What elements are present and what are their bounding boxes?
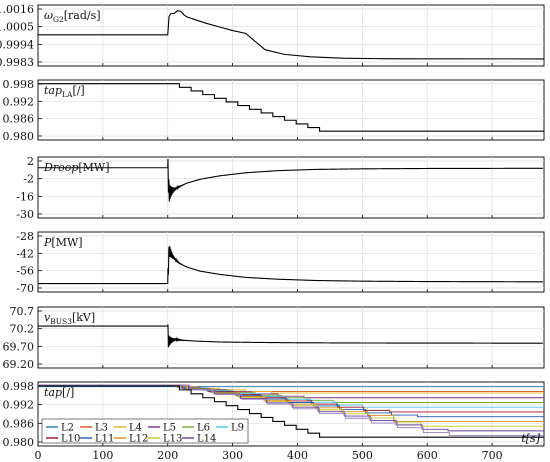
panel-4: -28 -42 -56 -70 P[MW] [16,230,545,295]
panel-5: 70.7 70.2 69.70 69.20 vBUS3[kV] [3,305,545,371]
y-tick-label: 0.992 [3,399,35,412]
series-line-12 [38,385,544,438]
series-line-l14 [38,384,544,432]
y-tick-label: -56 [16,265,34,278]
y-tick-label: 69.70 [3,340,35,353]
y-tick-label: 0.980 [3,130,35,143]
y-tick-label: -42 [16,247,34,260]
legend-label-l11: L11 [95,434,114,445]
legend-label-l9: L9 [231,423,244,434]
series-line-0 [38,10,545,60]
series-line-0 [38,324,543,348]
y-tick-label: -2 [23,173,34,186]
x-tick-label: 600 [417,449,438,462]
x-tick-label: 700 [482,449,503,462]
panel-ylabel: Droop[MW] [43,161,110,174]
legend-label-l2: L2 [61,423,74,434]
y-tick-label: -28 [16,230,34,243]
y-tick-label: 70.2 [10,323,35,336]
y-tick-label: 0.992 [3,95,35,108]
x-tick-label: 0 [35,449,42,462]
x-tick-label: 400 [287,449,308,462]
y-tick-label: 1.0016 [0,3,34,16]
x-tick-label: 100 [92,449,113,462]
panel-ylabel: vBUS3[kV] [44,311,95,326]
series-line-0 [38,245,543,285]
panel-3: 2 -2 -16 -30 Droop[MW] [16,155,545,221]
y-tick-label: -30 [16,208,34,221]
legend-label-l10: L10 [61,434,80,445]
panel-ylabel: ωG2[rad/s] [44,9,101,24]
panel-1: 1.0016 1.0005 0.9994 0.9983 ωG2[rad/s] [0,3,545,69]
legend-label-l5: L5 [163,423,176,434]
y-tick-label: 0.980 [3,436,35,449]
plot-frame [37,79,545,141]
plot-frame [37,156,545,219]
y-tick-label: 2 [27,155,34,168]
y-tick-label: 0.986 [3,417,35,430]
x-tick-label: 300 [222,449,243,462]
plot-frame [37,306,545,369]
plot-frame [37,4,545,67]
y-tick-label: -70 [16,282,34,295]
legend-label-l3: L3 [95,423,108,434]
panel-ylabel: tapLA[/] [44,84,85,99]
legend: L2 L3 L4 L5 L6 L9 L10 L11 L12 L13 L14 [41,418,249,445]
series-line-0 [38,83,544,132]
legend-label-l14: L14 [197,434,216,445]
series-line-l11 [38,384,544,418]
y-tick-label: 70.7 [10,305,35,318]
y-tick-label: 0.9983 [0,56,34,69]
y-tick-label: 0.998 [3,380,35,393]
panel-2: 0.998 0.992 0.986 0.980 tapLA[/] [3,78,545,143]
legend-label-l4: L4 [129,423,142,434]
legend-label-l6: L6 [197,423,210,434]
legend-label-l13: L13 [163,434,182,445]
x-axis-label: t[s] [521,432,540,445]
x-tick-label: 500 [352,449,373,462]
series-line-0 [38,158,543,202]
y-tick-label: 0.9994 [0,38,34,51]
legend-label-l12: L12 [129,434,148,445]
y-tick-label: 0.986 [3,113,35,126]
x-tick-label: 200 [157,449,178,462]
series-line-11 [38,384,544,437]
y-tick-label: -16 [16,190,34,203]
y-tick-label: 0.998 [3,78,35,91]
series-line-l13 [38,384,544,427]
y-tick-label: 69.20 [3,358,35,371]
panel-ylabel: P[MW] [43,236,83,249]
legend-box [41,418,249,444]
panel-ylabel: tap[/] [44,386,74,399]
y-tick-label: 1.0005 [0,21,34,34]
